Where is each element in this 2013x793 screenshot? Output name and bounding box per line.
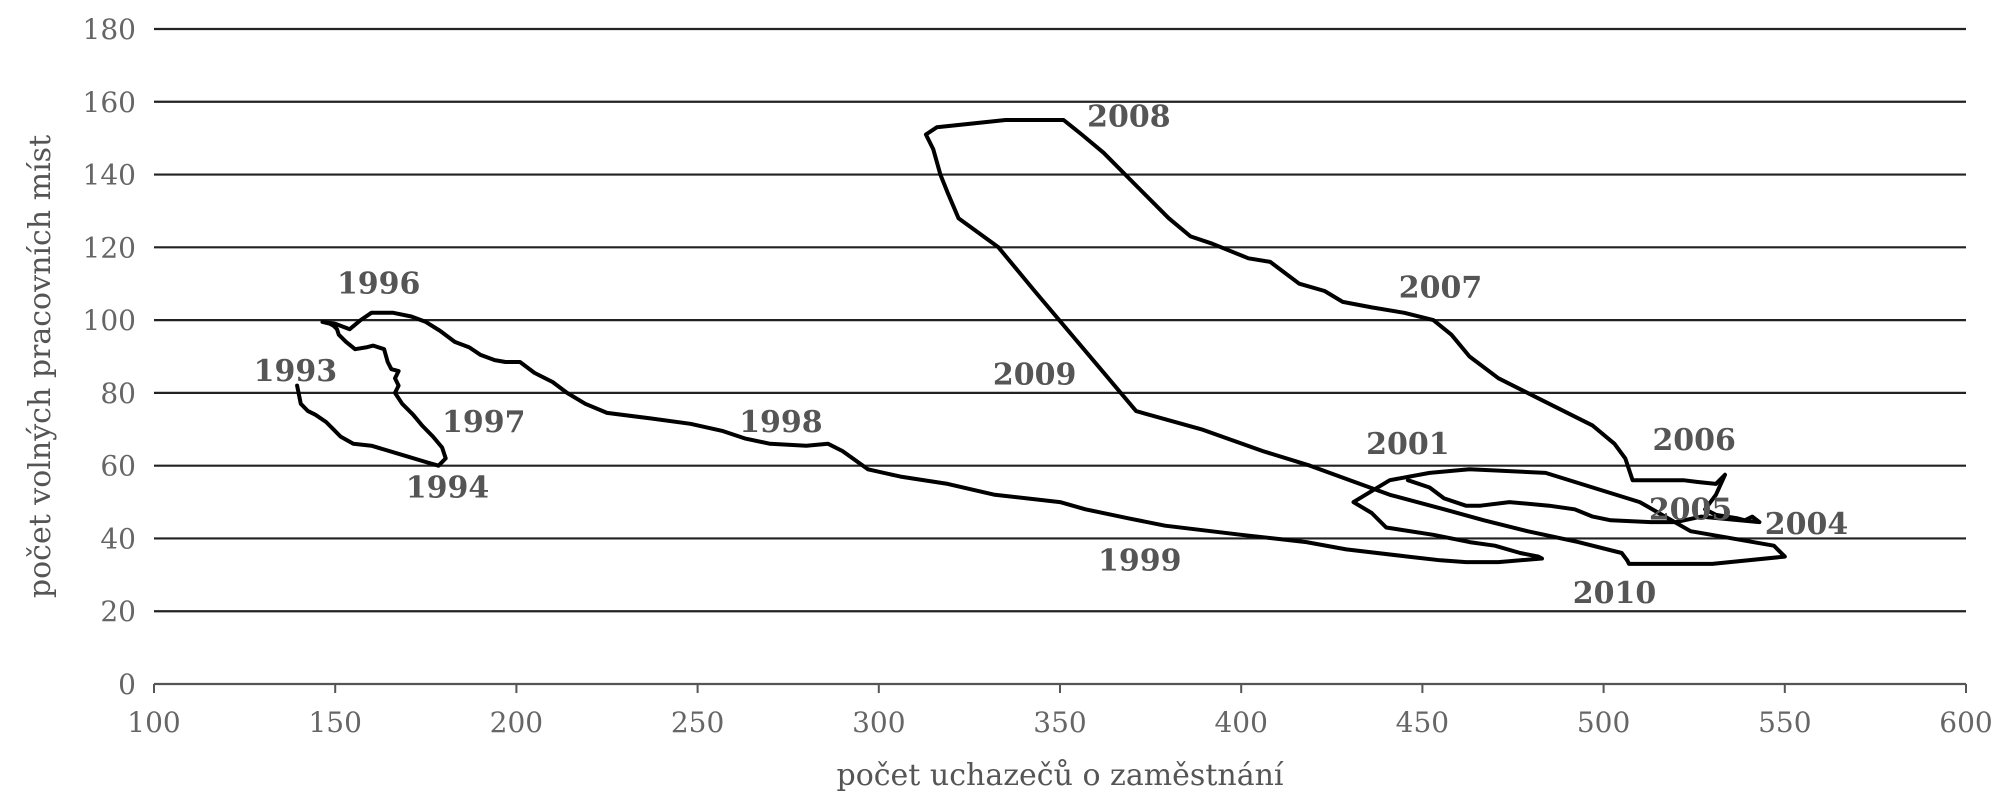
x-tick-label: 450: [1396, 706, 1449, 739]
y-tick-label: 100: [83, 304, 136, 337]
year-label: 1997: [442, 405, 526, 440]
y-axis-title: počet volných pracovních míst: [23, 135, 58, 598]
x-tick-label: 150: [308, 706, 361, 739]
x-tick-label: 600: [1939, 706, 1992, 739]
year-label: 2008: [1087, 99, 1171, 134]
year-label: 2007: [1399, 270, 1483, 305]
series: [295, 118, 1787, 566]
series-line-2: [923, 118, 1762, 563]
year-label: 1996: [337, 267, 421, 302]
y-tick-label: 80: [100, 377, 136, 410]
y-tick-label: 20: [100, 595, 136, 628]
year-label: 2001: [1366, 427, 1450, 462]
x-tick-label: 400: [1214, 706, 1267, 739]
x-tick-label: 250: [671, 706, 724, 739]
y-tick-label: 60: [100, 450, 136, 483]
y-tick-label: 160: [83, 86, 136, 119]
year-label: 2004: [1765, 507, 1849, 542]
y-tick-label: 40: [100, 522, 136, 555]
y-axis-ticks: 0 20 40 60 80 100 120 140 160 180: [83, 13, 136, 701]
x-tick-label: 500: [1577, 706, 1630, 739]
x-axis-ticks: 100 150 200 250 300 350 400 450 500 550 600: [127, 684, 1993, 739]
y-tick-label: 180: [83, 13, 136, 46]
x-tick-label: 550: [1758, 706, 1811, 739]
year-labels: 1993 1994 1996 1997 1998 1999 2001 2004 2005 2006…: [254, 99, 1849, 611]
year-label: 1998: [739, 405, 823, 440]
year-label: 1994: [406, 471, 490, 506]
y-tick-label: 120: [83, 231, 136, 264]
x-tick-label: 100: [127, 706, 180, 739]
year-label: 2009: [993, 358, 1077, 393]
year-label: 2005: [1649, 492, 1733, 527]
year-label: 2010: [1573, 576, 1657, 611]
series-line-1: [295, 310, 1787, 566]
year-label: 2006: [1652, 423, 1736, 458]
x-tick-label: 350: [1033, 706, 1086, 739]
year-label: 1993: [254, 354, 338, 389]
x-tick-label: 300: [852, 706, 905, 739]
y-tick-label: 0: [118, 668, 136, 701]
x-axis-title: počet uchazečů o zaměstnání: [836, 758, 1283, 793]
year-label: 1999: [1098, 543, 1182, 578]
x-tick-label: 200: [490, 706, 543, 739]
y-tick-label: 140: [83, 159, 136, 192]
